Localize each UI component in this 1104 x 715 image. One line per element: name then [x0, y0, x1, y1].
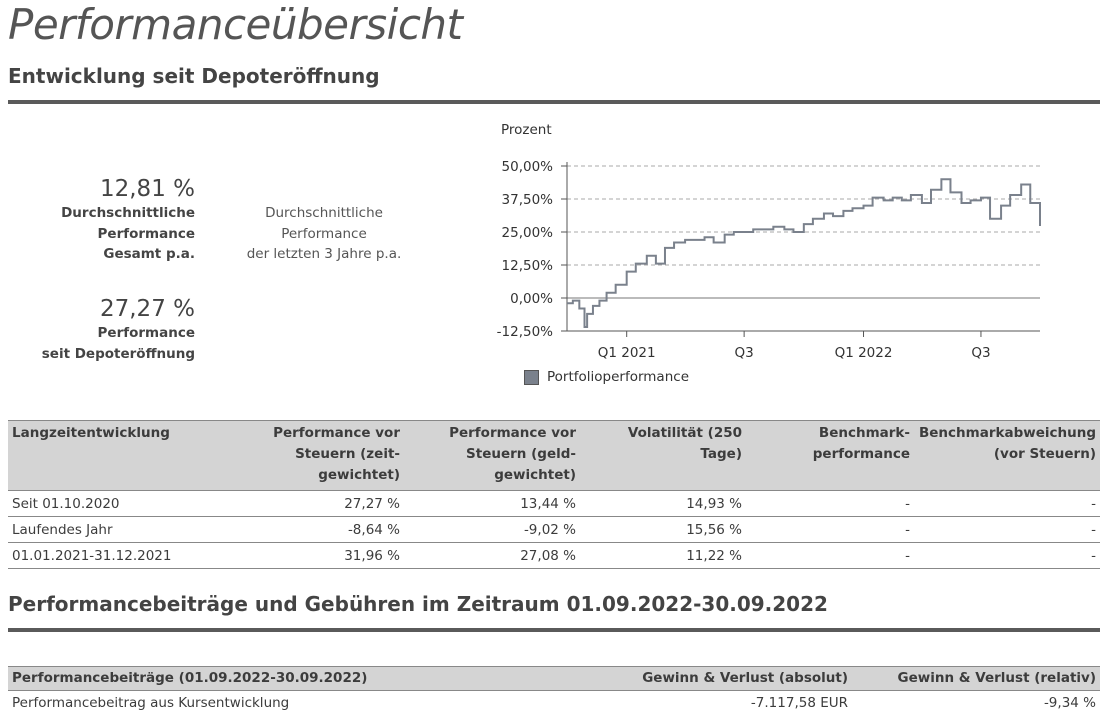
col-header-money-weighted: Performance vor Steuern (geld-gewichtet): [404, 420, 580, 491]
cell-pl-relative: -9,34 %: [1043, 694, 1096, 711]
x-tick-label: Q1 2022: [835, 345, 893, 360]
col-header-pl-relative: Gewinn & Verlust (relativ): [852, 666, 1100, 691]
cell-benchmark-deviation: -: [914, 490, 1100, 517]
kpi-avg-total-label: Durchschnittliche Performance Gesamt p.a…: [61, 205, 195, 262]
chart-legend: Portfolioperformance: [524, 369, 689, 385]
cell-benchmark-deviation: -: [914, 542, 1100, 569]
cell-benchmark: -: [746, 542, 914, 569]
performance-chart: 50,00% 37,50% 25,00% 12,50% 0,00% -12,50% Q1 2…: [497, 159, 1041, 360]
x-tick-label: Q1 2021: [598, 345, 656, 360]
contributions-table: Performancebeiträge (01.09.2022-30.09.20…: [8, 666, 1100, 714]
cell-time-weighted: 31,96 %: [236, 542, 404, 569]
table-row: Performancebeitrag aus Kursentwicklung -…: [8, 691, 1100, 715]
x-tick-label: Q3: [735, 345, 754, 360]
cell-period: 01.01.2021-31.12.2021: [8, 542, 236, 569]
col-header-benchmark-deviation: Benchmarkabweichung (vor Steuern): [914, 420, 1100, 491]
col-header-contribution: Performancebeiträge (01.09.2022-30.09.20…: [8, 666, 584, 691]
section-heading-contributions: Performancebeiträge und Gebühren im Zeit…: [8, 592, 828, 616]
chart-y-axis-label: Prozent: [501, 122, 552, 138]
cell-volatility: 15,56 %: [580, 516, 746, 543]
cell-volatility: 14,93 %: [580, 490, 746, 517]
cell-period: Seit 01.10.2020: [8, 490, 236, 517]
kpi-avg-3y-label: Durchschnittliche Performance der letzte…: [246, 205, 402, 262]
cell-benchmark: -: [746, 490, 914, 517]
page-title: Performanceübersicht: [8, 0, 463, 49]
cell-time-weighted: 27,27 %: [236, 490, 404, 517]
cell-benchmark-deviation: -: [914, 516, 1100, 543]
table-header-row: Langzeitentwicklung Performance vor Steue…: [8, 420, 1100, 491]
y-tick-label: -12,50%: [497, 324, 554, 340]
kpi-since-open-value: 27,27 %: [99, 296, 195, 322]
col-header-time-weighted: Performance vor Steuern (zeit-gewichtet): [236, 420, 404, 491]
long-term-performance-table: Langzeitentwicklung Performance vor Steue…: [8, 420, 1100, 569]
cell-money-weighted: 27,08 %: [404, 542, 580, 569]
cell-volatility: 11,22 %: [580, 542, 746, 569]
cell-money-weighted: -9,02 %: [404, 516, 580, 543]
col-header-pl-absolute: Gewinn & Verlust (absolut): [584, 666, 852, 691]
cell-period: Laufendes Jahr: [8, 516, 236, 543]
legend-swatch: [524, 369, 539, 385]
cell-time-weighted: -8,64 %: [236, 516, 404, 543]
y-tick-label: 25,00%: [502, 225, 554, 241]
cell-money-weighted: 13,44 %: [404, 490, 580, 517]
col-header-period: Langzeitentwicklung: [8, 420, 236, 491]
section-divider: [8, 628, 1100, 632]
kpi-since-open-label: Performance seit Depoteröffnung: [41, 325, 195, 362]
kpi-avg-total-value: 12,81 %: [99, 176, 195, 202]
x-tick-label: Q3: [971, 345, 990, 360]
col-header-volatility: Volatilität (250 Tage): [580, 420, 746, 491]
section-heading-development: Entwicklung seit Depoteröffnung: [8, 64, 380, 88]
series-line-portfolioperformance: [567, 178, 1041, 329]
y-tick-label: 0,00%: [510, 291, 553, 307]
legend-label: Portfolioperformance: [547, 369, 689, 385]
table-row: Seit 01.10.2020 27,27 % 13,44 % 14,93 % …: [8, 490, 1100, 517]
y-tick-label: 50,00%: [502, 159, 554, 175]
table-row: 01.01.2021-31.12.2021 31,96 % 27,08 % 11…: [8, 542, 1100, 569]
cell-contribution: Performancebeitrag aus Kursentwicklung: [12, 694, 290, 711]
table-header-row: Performancebeiträge (01.09.2022-30.09.20…: [8, 666, 1100, 691]
cell-pl-absolute: -7.117,58 EUR: [750, 694, 848, 711]
cell-benchmark: -: [746, 516, 914, 543]
table-row: Laufendes Jahr -8,64 % -9,02 % 15,56 % -…: [8, 516, 1100, 543]
col-header-benchmark: Benchmark-performance: [746, 420, 914, 491]
y-tick-label: 37,50%: [502, 192, 554, 208]
y-tick-label: 12,50%: [502, 258, 554, 274]
section-divider: [8, 100, 1100, 104]
